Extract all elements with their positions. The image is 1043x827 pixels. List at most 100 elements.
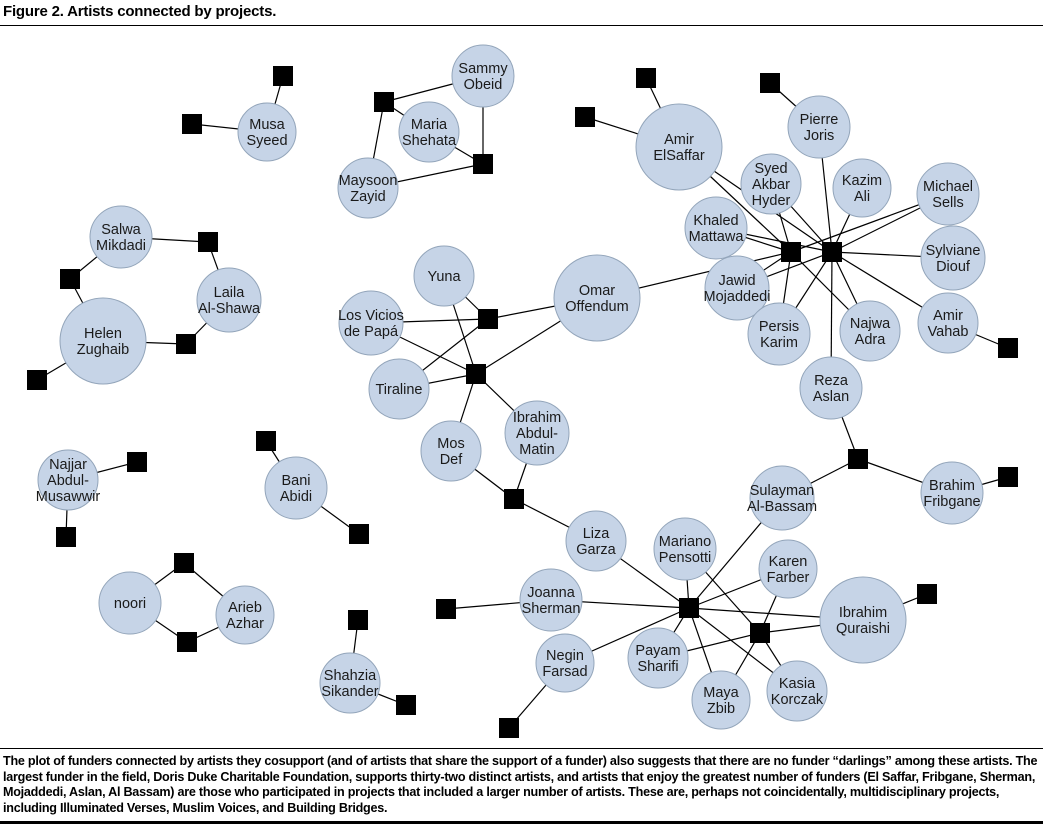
artist-label: Jawid Mojaddedi bbox=[704, 273, 771, 305]
artist-label: Sulayman Al-Bassam bbox=[747, 483, 817, 515]
funder-node bbox=[174, 553, 194, 573]
caption-divider bbox=[0, 748, 1043, 749]
artist-node-kazim bbox=[832, 158, 892, 218]
funder-node bbox=[750, 623, 770, 643]
artist-node-noori bbox=[98, 571, 162, 635]
funder-node bbox=[177, 632, 197, 652]
funder-node bbox=[822, 242, 842, 262]
artist-label: Maysoon Zayid bbox=[339, 173, 398, 205]
funder-node bbox=[917, 584, 937, 604]
artist-node-quraishi bbox=[819, 576, 907, 664]
artist-label: Syed Akbar Hyder bbox=[752, 161, 791, 209]
artist-node-mariano bbox=[653, 517, 717, 581]
artist-label: Negin Farsad bbox=[542, 648, 587, 680]
artist-label: Yuna bbox=[427, 269, 461, 285]
funder-node bbox=[504, 489, 524, 509]
artist-node-helen bbox=[59, 297, 147, 385]
artist-label: Amir ElSaffar bbox=[653, 132, 704, 164]
funder-node bbox=[349, 524, 369, 544]
artist-label: Reza Aslan bbox=[813, 373, 849, 405]
artist-node-joanna bbox=[519, 568, 583, 632]
artist-label: Bani Abidi bbox=[280, 473, 312, 505]
artist-node-maysoon bbox=[337, 157, 399, 219]
artist-node-najjar bbox=[37, 449, 99, 511]
title-divider bbox=[0, 25, 1043, 26]
artist-label: Brahim Fribgane bbox=[923, 478, 980, 510]
artist-node-sammy bbox=[451, 44, 515, 108]
funder-node bbox=[848, 449, 868, 469]
artist-node-pierre bbox=[787, 95, 851, 159]
funder-node bbox=[182, 114, 202, 134]
funder-node bbox=[27, 370, 47, 390]
artist-node-laila bbox=[196, 267, 262, 333]
funder-node bbox=[473, 154, 493, 174]
artist-label: Persis Karim bbox=[759, 319, 799, 351]
artist-label: Arieb Azhar bbox=[226, 600, 264, 632]
funder-node bbox=[127, 452, 147, 472]
funder-node bbox=[60, 269, 80, 289]
artist-label: Joanna Sherman bbox=[522, 585, 581, 617]
artist-label: Tiraline bbox=[375, 382, 422, 398]
artist-node-sulayman bbox=[749, 465, 815, 531]
artist-label: Najjar Abdul-Musawwir bbox=[36, 457, 101, 505]
artist-label: Pierre Joris bbox=[800, 112, 839, 144]
artist-node-vahab bbox=[917, 292, 979, 354]
funder-node bbox=[198, 232, 218, 252]
artist-node-liza bbox=[565, 510, 627, 572]
artist-label: Maria Shehata bbox=[402, 117, 457, 149]
funder-node bbox=[679, 598, 699, 618]
funder-node bbox=[636, 68, 656, 88]
artist-node-tiraline bbox=[368, 358, 430, 420]
artist-node-jawid bbox=[704, 255, 770, 321]
artist-node-musa bbox=[237, 102, 297, 162]
artist-node-payam bbox=[627, 627, 689, 689]
funder-node bbox=[781, 242, 801, 262]
artist-label: Kasia Korczak bbox=[771, 676, 824, 708]
artist-label: Laila Al-Shawa bbox=[198, 285, 261, 317]
artist-label: noori bbox=[114, 596, 146, 612]
artist-label: Salwa Mikdadi bbox=[96, 222, 146, 254]
funder-node bbox=[575, 107, 595, 127]
artist-label: Payam Sharifi bbox=[635, 643, 680, 675]
funder-node bbox=[998, 467, 1018, 487]
artist-label: Musa Syeed bbox=[246, 117, 287, 149]
artist-label: Ibrahim Abdul-Matin bbox=[513, 410, 561, 458]
artist-node-omar bbox=[553, 254, 641, 342]
artist-node-shahzia bbox=[319, 652, 381, 714]
artist-node-najwa bbox=[839, 300, 901, 362]
figure-caption: The plot of funders connected by artists… bbox=[3, 754, 1038, 815]
artist-node-maria bbox=[398, 101, 460, 163]
funder-node bbox=[273, 66, 293, 86]
artist-label: Omar Offendum bbox=[565, 283, 628, 315]
artist-label: Ibrahim Quraishi bbox=[836, 605, 890, 637]
funder-node bbox=[499, 718, 519, 738]
artist-label: Khaled Mattawa bbox=[689, 213, 745, 245]
artist-node-elsaffar bbox=[635, 103, 723, 191]
funder-node bbox=[374, 92, 394, 112]
funder-node bbox=[396, 695, 416, 715]
artist-label: Mariano Pensotti bbox=[659, 534, 711, 566]
artist-node-salwa bbox=[89, 205, 153, 269]
artist-label: Maya Zbib bbox=[703, 685, 739, 717]
funder-node bbox=[56, 527, 76, 547]
bottom-divider bbox=[0, 821, 1043, 824]
artist-label: Najwa Adra bbox=[850, 316, 891, 348]
artist-node-bani bbox=[264, 456, 328, 520]
artist-node-kasia bbox=[766, 660, 828, 722]
artist-node-arieb bbox=[215, 585, 275, 645]
artist-label: Mos Def bbox=[437, 436, 464, 468]
artist-label: Karen Farber bbox=[767, 554, 810, 586]
artist-node-fribgane bbox=[920, 461, 984, 525]
artist-node-yuna bbox=[413, 245, 475, 307]
funder-node bbox=[998, 338, 1018, 358]
funder-node bbox=[760, 73, 780, 93]
funder-node bbox=[478, 309, 498, 329]
artist-node-negin bbox=[535, 633, 595, 693]
artist-node-maya bbox=[691, 670, 751, 730]
artist-label: Sylviane Diouf bbox=[926, 243, 981, 275]
funder-node bbox=[436, 599, 456, 619]
artist-node-hyder bbox=[740, 153, 802, 215]
artist-node-karen bbox=[758, 539, 818, 599]
artist-node-sells bbox=[916, 162, 980, 226]
